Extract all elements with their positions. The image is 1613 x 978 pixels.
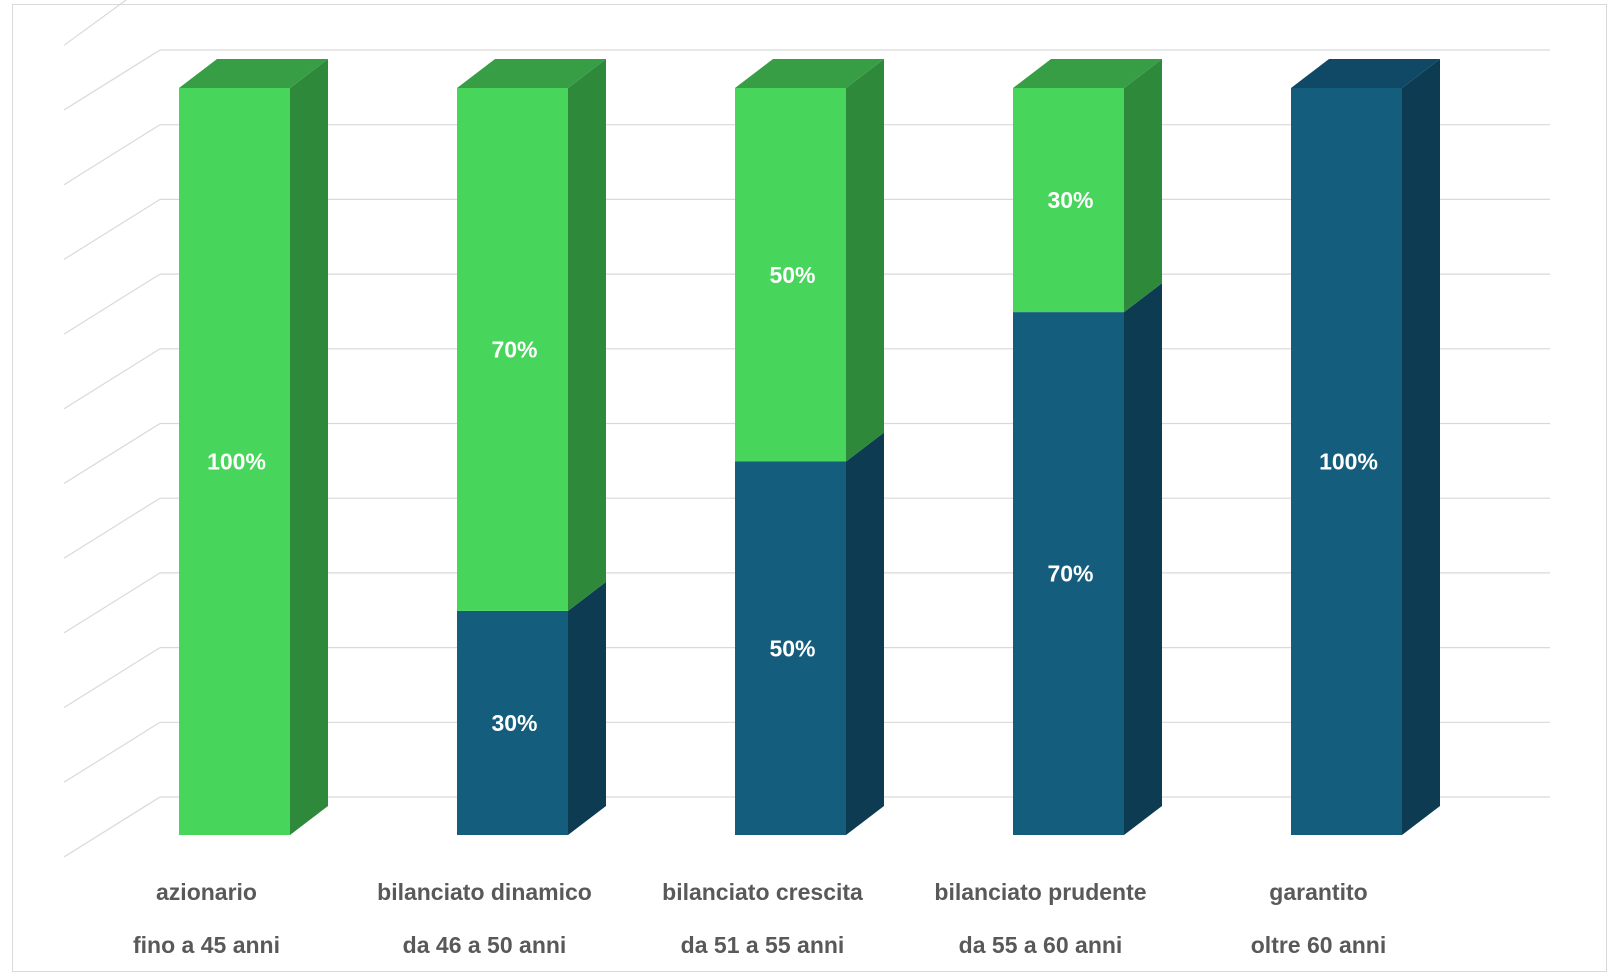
category-label: garantito — [1269, 879, 1367, 905]
bar-segment-top — [735, 59, 884, 88]
gridline-depth — [63, 124, 161, 186]
bar-segment-side — [290, 59, 328, 835]
category-label: da 55 a 60 anni — [959, 932, 1123, 958]
data-label: 30% — [491, 710, 537, 736]
bar-segment-side — [1124, 59, 1162, 313]
gridline-depth — [63, 348, 161, 410]
gridline-depth — [63, 49, 161, 111]
category-label: bilanciato crescita — [662, 879, 863, 905]
bar-group — [1291, 59, 1440, 835]
bar-segment-front — [735, 461, 846, 835]
category-labels: azionario fino a 45 anni bilanciato dinami… — [133, 879, 1386, 958]
category-label: bilanciato prudente — [934, 879, 1146, 905]
gridline-depth — [63, 497, 161, 559]
gridline-depth — [63, 721, 161, 783]
bar-segment-side — [568, 59, 606, 611]
bar-group — [457, 59, 606, 835]
bar-segment-side — [846, 432, 884, 835]
gridline-depth — [63, 572, 161, 634]
bar-group — [735, 59, 884, 835]
bar-group — [179, 59, 328, 835]
gridline-depth — [63, 0, 128, 46]
gridline-depth — [63, 273, 161, 335]
data-label: 100% — [207, 449, 266, 475]
bar-segment-front — [1291, 88, 1402, 835]
category-label: bilanciato dinamico — [377, 879, 592, 905]
bar-segment-top — [1291, 59, 1440, 88]
data-label: 70% — [1047, 561, 1093, 587]
bar-segment-front — [457, 610, 568, 835]
data-label: 50% — [769, 635, 815, 661]
bars — [179, 59, 1440, 836]
gridline-depth — [63, 647, 161, 709]
gridline-depth — [63, 422, 161, 485]
gridline-depth — [63, 796, 161, 858]
data-label: 70% — [491, 336, 537, 362]
category-label: fino a 45 anni — [133, 932, 280, 958]
bar-segment-front — [1013, 88, 1124, 313]
bar-segment-side — [568, 581, 606, 835]
bar-segment-side — [1124, 283, 1162, 836]
bar-segment-side — [1402, 59, 1440, 835]
bar-segment-top — [179, 59, 328, 88]
data-label: 30% — [1047, 187, 1093, 213]
bar-segment-front — [735, 88, 846, 462]
bar-group — [1013, 59, 1162, 836]
category-label: da 51 a 55 anni — [681, 932, 845, 958]
bar-segment-top — [1013, 59, 1162, 88]
data-labels: 100% 30% 70% 50% 50% 70% 30% 100% — [207, 187, 1378, 736]
gridline-depth — [63, 198, 161, 260]
bar-segment-side — [846, 59, 884, 462]
bar-segment-front — [1013, 312, 1124, 836]
data-label: 50% — [769, 262, 815, 288]
category-label: oltre 60 anni — [1251, 932, 1386, 958]
bar-segment-front — [457, 88, 568, 611]
category-label: da 46 a 50 anni — [403, 932, 567, 958]
data-label: 100% — [1319, 449, 1378, 475]
bar-segment-front — [179, 88, 290, 835]
bar-segment-top — [457, 59, 606, 88]
category-label: azionario — [156, 879, 257, 905]
